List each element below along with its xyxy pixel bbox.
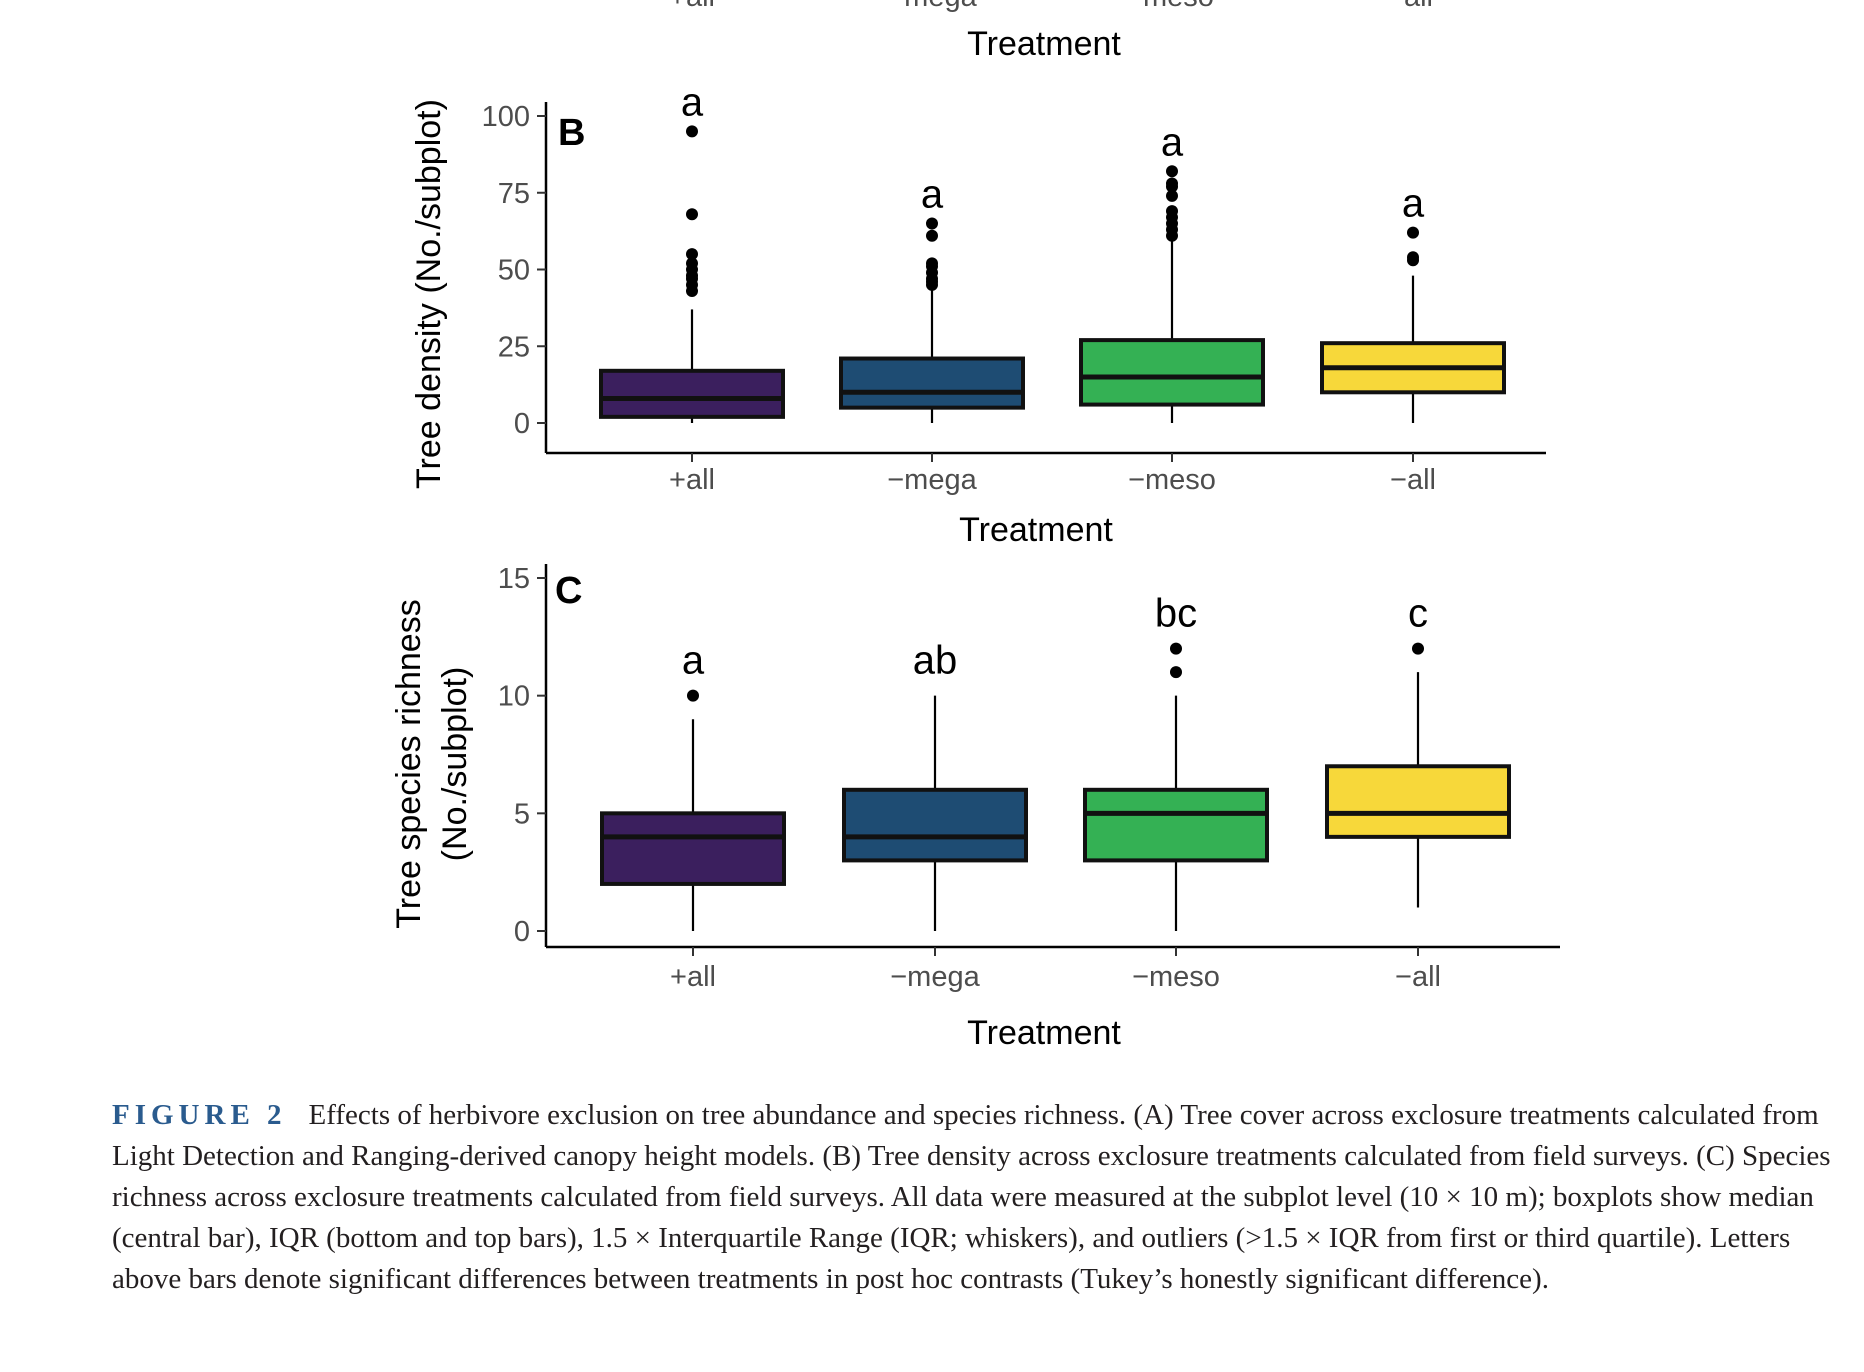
panel-b-outlier-point bbox=[926, 257, 938, 270]
panel-b-outlier-point bbox=[686, 125, 698, 138]
panel-b-x-tick-label: +all bbox=[669, 464, 715, 496]
panel-b-outlier-point bbox=[686, 257, 698, 270]
panel-b-x-tick-label: −all bbox=[1390, 464, 1436, 496]
panel-c-outlier-point bbox=[1170, 642, 1182, 655]
panel-b-y-tick-label: 100 bbox=[482, 101, 530, 133]
panel-c-y-tick-label: 10 bbox=[498, 681, 530, 713]
panel-a-tick-label: −meso bbox=[1126, 0, 1214, 13]
panel-c-y-tick-label: 0 bbox=[514, 916, 530, 948]
panel-b-y-tick-label: 75 bbox=[498, 178, 530, 210]
panel-b-outlier-point bbox=[1166, 205, 1178, 218]
panel-c-outlier-point bbox=[687, 689, 699, 702]
panel-b-letter: B bbox=[558, 112, 585, 154]
panel-c-letter: C bbox=[555, 570, 582, 612]
panel-b-significance-letter: a bbox=[1402, 182, 1425, 226]
panel-b-marks: 0 25 50 75 100 +all −mega −meso −all a a a a bbox=[482, 80, 1546, 496]
panel-c-chart: C 0 5 10 15 +all −mega −meso −all a ab bc c Treatme… bbox=[390, 563, 1560, 1052]
panel-c-x-tick-label: −mega bbox=[890, 961, 980, 993]
panel-b-y-tick-label: 0 bbox=[514, 408, 530, 440]
panel-a-tick-label: −mega bbox=[887, 0, 977, 13]
panel-b-outlier-point bbox=[926, 217, 938, 230]
panel-b-outlier-point bbox=[1166, 189, 1178, 202]
panel-c-box bbox=[842, 787, 1028, 863]
panel-c-x-tick-label: −all bbox=[1395, 961, 1441, 993]
panel-b-y-tick-label: 50 bbox=[498, 255, 530, 287]
panel-b-outlier-point bbox=[1166, 177, 1178, 190]
panel-c-y-tick-label: 15 bbox=[498, 563, 530, 595]
panel-c-significance-letter: a bbox=[682, 639, 705, 683]
figure-label: FIGURE 2 bbox=[112, 1099, 287, 1131]
panel-c-y-axis-title-line-2: (No./subplot) bbox=[436, 667, 474, 862]
panel-b-outlier-point bbox=[1166, 165, 1178, 178]
panel-c-significance-letter: c bbox=[1408, 592, 1428, 636]
panel-b-significance-letter: a bbox=[681, 80, 704, 124]
panel-b-outlier-point bbox=[686, 208, 698, 221]
panel-a-tick-label: +all bbox=[669, 0, 715, 13]
panel-c-significance-letter: ab bbox=[913, 639, 958, 683]
panel-b-y-axis-title: Tree density (No./subplot) bbox=[410, 99, 448, 489]
panel-b-significance-letter: a bbox=[1161, 120, 1184, 164]
panel-b-chart: B 0 25 50 75 100 +all −mega −meso −all a a a a Treat… bbox=[410, 80, 1546, 549]
panel-c-outlier-point bbox=[1170, 666, 1182, 679]
panel-c-x-tick-label: +all bbox=[670, 961, 716, 993]
panel-b-outlier-point bbox=[1407, 226, 1419, 239]
panel-c-marks: 0 5 10 15 +all −mega −meso −all a ab bc c bbox=[498, 563, 1560, 993]
panel-b-y-tick-label: 25 bbox=[498, 331, 530, 363]
panel-b-x-tick-label: −mega bbox=[887, 464, 977, 496]
panel-b-outlier-point bbox=[1407, 251, 1419, 264]
panel-c-y-tick-label: 5 bbox=[514, 798, 530, 830]
panel-c-significance-letter: bc bbox=[1155, 592, 1197, 636]
panel-b-significance-letter: a bbox=[921, 172, 944, 216]
caption-text: Effects of herbivore exclusion on tree a… bbox=[112, 1099, 1831, 1295]
panel-c-x-axis-title: Treatment bbox=[967, 1014, 1121, 1052]
panel-c-y-axis-title-line-1: Tree species richness bbox=[390, 599, 428, 928]
panel-c-box bbox=[1083, 787, 1269, 863]
panel-b-x-axis-title: Treatment bbox=[959, 511, 1113, 549]
panel-b-box bbox=[839, 356, 1025, 410]
panel-b-outlier-point bbox=[926, 229, 938, 242]
panel-b-outlier-point bbox=[686, 248, 698, 261]
panel-a-fragment: +all −mega −meso −all Treatment bbox=[669, 0, 1433, 63]
panel-b-box bbox=[1079, 338, 1265, 407]
figure-caption: FIGURE 2 Effects of herbivore exclusion o… bbox=[112, 1095, 1842, 1300]
panel-a-x-axis-title: Treatment bbox=[967, 25, 1121, 63]
panel-c-outlier-point bbox=[1412, 642, 1424, 655]
panel-c-box bbox=[1325, 764, 1511, 839]
panel-b-x-tick-label: −meso bbox=[1128, 464, 1216, 496]
panel-a-tick-label: −all bbox=[1387, 0, 1433, 13]
panel-c-x-tick-label: −meso bbox=[1132, 961, 1220, 993]
panel-c-box bbox=[600, 811, 786, 886]
panel-b-box bbox=[599, 368, 785, 419]
